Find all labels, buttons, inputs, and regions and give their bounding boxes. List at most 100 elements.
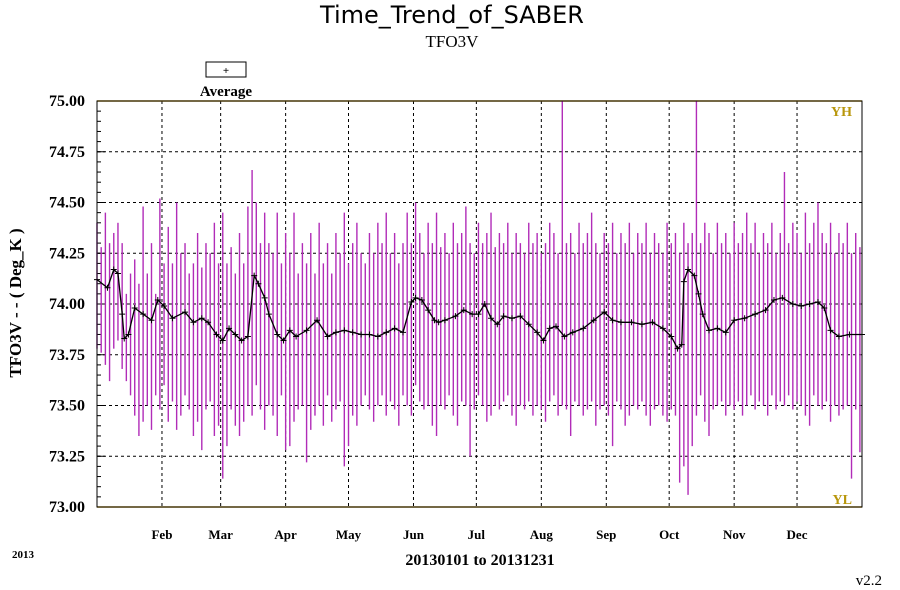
average-point (475, 311, 482, 318)
average-point (238, 337, 245, 344)
average-point (508, 315, 515, 322)
average-point (244, 333, 251, 340)
y-tick-label: 74.00 (49, 296, 85, 313)
average-point (286, 327, 293, 334)
average-point (161, 303, 168, 310)
chart-title: Time_Trend_of_SABER (319, 1, 584, 29)
y-tick-label: 75.00 (49, 93, 85, 110)
average-point (125, 331, 132, 338)
average-point (460, 307, 467, 314)
average-point (219, 337, 226, 344)
version-label: v2.2 (856, 573, 882, 589)
x-tick-label: Apr (274, 527, 297, 542)
y-tick-label: 73.50 (49, 398, 85, 415)
average-point (418, 296, 425, 303)
average-point (190, 319, 197, 326)
average-point (469, 311, 476, 318)
average-point (580, 325, 587, 332)
average-point (731, 317, 738, 324)
average-point (827, 327, 834, 334)
average-point (435, 319, 442, 326)
average-point (590, 317, 597, 324)
average-point (691, 272, 698, 279)
legend: + Average (200, 61, 252, 100)
average-point (762, 307, 769, 314)
average-point (752, 311, 759, 318)
x-axis-label: 20130101 to 20131231 (405, 552, 554, 569)
average-point (408, 298, 415, 305)
average-point (452, 313, 459, 320)
average-point (383, 329, 390, 336)
average-point (680, 278, 687, 285)
average-point (226, 325, 233, 332)
plot-area: 75.00 74.75 74.50 74.25 74.00 73.75 73.50 73.25… (49, 93, 865, 542)
average-point (628, 319, 635, 326)
x-tick-label: Aug (530, 527, 554, 542)
average-point (770, 296, 777, 303)
average-point (500, 313, 507, 320)
average-point (274, 331, 281, 338)
average-point (617, 319, 624, 326)
average-point (659, 325, 666, 332)
average-point (441, 317, 448, 324)
average-point (121, 335, 128, 342)
average-point (182, 309, 189, 316)
x-tick-label: Oct (659, 527, 680, 542)
x-tick-label: Feb (151, 527, 172, 542)
average-point (140, 311, 147, 318)
average-point (695, 290, 702, 297)
average-point (110, 266, 117, 273)
average-point (678, 341, 685, 348)
average-point (789, 301, 796, 307)
average-point (540, 337, 547, 344)
x-tick-label: Mar (208, 527, 233, 542)
average-point (517, 313, 524, 320)
limit-label-yh: YH (831, 105, 852, 120)
average-point (265, 311, 272, 318)
average-point (154, 296, 161, 303)
average-point (601, 309, 608, 316)
average-point (668, 333, 675, 340)
y-tick-label: 74.75 (49, 144, 85, 161)
average-point (488, 315, 495, 322)
average-point (481, 301, 488, 307)
average-point (232, 331, 239, 338)
average-point (349, 329, 356, 336)
average-point (131, 305, 138, 312)
year-label: 2013 (12, 549, 35, 561)
average-point (609, 317, 616, 324)
average-point (213, 331, 220, 338)
chart-subtitle: TFO3V (426, 32, 480, 51)
average-point (114, 270, 121, 277)
x-tick-label: Jun (403, 527, 425, 542)
x-tick-label: Jul (468, 527, 486, 542)
average-point (169, 315, 176, 322)
average-point (569, 329, 576, 336)
average-point (366, 331, 373, 338)
average-point (806, 301, 813, 307)
average-point (685, 266, 692, 273)
x-tick-label: Sep (596, 527, 616, 542)
average-point (494, 321, 501, 328)
average-point (148, 317, 155, 324)
average-point (741, 315, 748, 322)
average-point (391, 325, 398, 332)
average-point (835, 333, 842, 340)
y-tick-label: 73.25 (49, 448, 85, 465)
average-point (546, 325, 553, 332)
average-point (706, 327, 712, 334)
plot-frame (96, 100, 863, 508)
average-point (261, 294, 268, 301)
average-point (255, 280, 262, 287)
average-point (324, 333, 331, 340)
y-tick-label: 74.50 (49, 195, 85, 212)
average-point (205, 319, 212, 326)
average-point (534, 329, 541, 336)
x-tick-label: Dec (787, 527, 808, 542)
average-point (798, 303, 805, 310)
y-tick-label: 73.00 (49, 499, 85, 516)
average-point (412, 294, 419, 301)
average-point (341, 327, 348, 334)
average-point (674, 345, 681, 352)
